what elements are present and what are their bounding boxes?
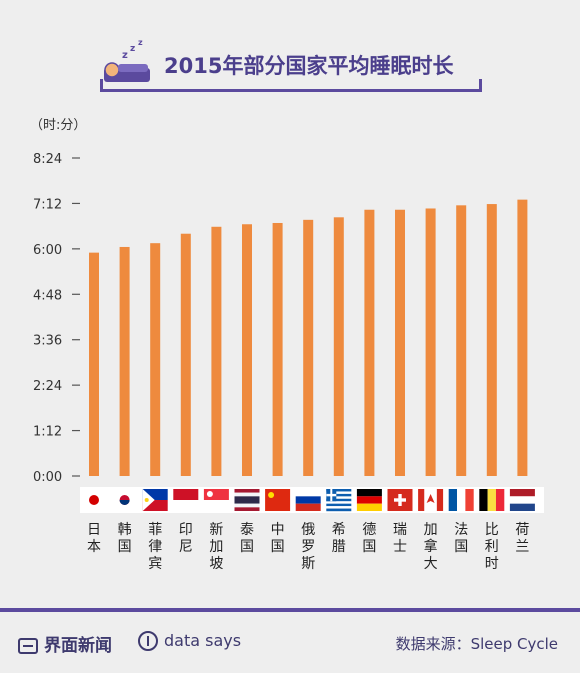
x-tick-label-char: 国	[362, 539, 376, 555]
brand: 界面新闻	[18, 631, 112, 656]
bar-瑞士	[395, 209, 405, 476]
flag-th-icon	[234, 489, 260, 511]
x-tick-label-char: 兰	[515, 539, 529, 555]
x-tick-label-char: 国	[118, 539, 132, 555]
flag-sg-icon	[203, 489, 229, 511]
bar-俄罗斯	[303, 219, 314, 477]
x-tick-label-char: 大	[424, 556, 438, 572]
x-tick-label-char: 宾	[148, 556, 162, 572]
x-tick-label-char: 国	[454, 539, 468, 555]
bar-德国	[364, 209, 375, 476]
x-tick-label-char: 中	[271, 522, 285, 538]
data-says-icon	[138, 631, 158, 651]
data-says-label: data says	[164, 631, 242, 650]
x-tick-label-char: 律	[148, 539, 162, 555]
x-tick-label-char: 新	[209, 522, 223, 538]
y-tick-label: 4:48	[33, 288, 62, 303]
y-tick-label: 0:00	[33, 470, 62, 485]
x-tick-label-char: 加	[209, 539, 223, 555]
flag-ph-icon	[142, 489, 168, 511]
flag-id-icon	[173, 489, 199, 511]
svg-text:z: z	[122, 50, 128, 61]
bar-新加坡	[211, 226, 222, 476]
x-tick-label-char: 国	[240, 539, 254, 555]
flag-jp-icon	[81, 489, 107, 511]
flag-de-icon	[356, 489, 382, 511]
title-underline	[100, 79, 482, 92]
x-tick-label-char: 法	[454, 522, 468, 538]
bar-希腊	[333, 217, 344, 477]
y-tick-label: 8:24	[33, 152, 62, 167]
x-tick-label-char: 尼	[179, 539, 193, 555]
jiemian-logo-icon	[18, 638, 38, 654]
bar-法国	[456, 205, 467, 477]
chart-title: 2015年部分国家平均睡眠时长	[164, 54, 454, 78]
y-axis-label: （时:分）	[30, 118, 87, 133]
bar-比利时	[486, 204, 497, 477]
x-tick-label-char: 腊	[332, 539, 346, 555]
x-tick-label-char: 荷	[515, 522, 529, 538]
svg-text:z: z	[130, 44, 135, 54]
bar-加拿大	[425, 208, 436, 476]
flag-gr-icon	[326, 489, 352, 512]
x-tick-label-char: 韩	[118, 522, 132, 538]
x-tick-label-char: 国	[271, 539, 285, 555]
x-tick-label-char: 斯	[301, 556, 315, 572]
y-tick-label: 1:12	[33, 425, 62, 440]
x-tick-label-char: 士	[393, 539, 407, 555]
bar-日本	[89, 252, 99, 476]
x-tick-label-char: 时	[485, 556, 499, 572]
bar-中国	[272, 222, 283, 476]
x-tick-label-char: 印	[179, 522, 193, 538]
x-tick-label-char: 利	[485, 539, 499, 555]
x-tick-label-char: 加	[424, 522, 438, 538]
flag-be-icon	[479, 489, 505, 511]
flag-kr-icon	[112, 489, 138, 511]
x-tick-label-char: 泰	[240, 522, 254, 538]
bar-荷兰	[517, 199, 528, 476]
flag-cn-icon	[265, 489, 291, 511]
y-tick-label: 7:12	[33, 197, 62, 212]
x-tick-label-char: 拿	[424, 538, 438, 555]
bar-韩国	[119, 246, 130, 476]
footer: 界面新闻 data says 数据来源：Sleep Cycle	[0, 608, 580, 673]
bar-泰国	[242, 224, 252, 476]
sleeping-person-icon: z z z	[104, 38, 150, 82]
bar-chart: 0:001:122:243:364:486:007:128:24日本韩国菲律宾印…	[33, 152, 544, 572]
x-tick-label-char: 德	[362, 522, 376, 538]
x-tick-label-char: 罗	[301, 539, 315, 555]
y-tick-label: 6:00	[33, 243, 62, 258]
data-source: 数据来源：Sleep Cycle	[395, 635, 558, 653]
y-tick-label: 3:36	[33, 334, 62, 349]
flag-ca-icon	[418, 489, 444, 511]
y-tick-label: 2:24	[33, 379, 62, 394]
x-tick-label-char: 比	[485, 522, 499, 538]
x-tick-label-char: 日	[87, 522, 101, 538]
flag-fr-icon	[448, 489, 474, 511]
x-tick-label-char: 俄	[301, 522, 315, 538]
x-tick-label-char: 希	[332, 522, 346, 538]
svg-text:z: z	[138, 38, 143, 47]
flag-ru-icon	[295, 489, 321, 511]
x-tick-label-char: 瑞	[393, 522, 407, 538]
data-says: data says	[138, 631, 241, 651]
flag-ch-icon	[387, 489, 413, 511]
bar-印尼	[180, 233, 191, 476]
x-tick-label-char: 坡	[209, 556, 223, 572]
flag-nl-icon	[509, 489, 535, 511]
brand-name: 界面新闻	[44, 636, 112, 656]
x-tick-label-char: 本	[87, 539, 101, 555]
x-tick-label-char: 菲	[148, 522, 162, 538]
bar-菲律宾	[150, 243, 161, 476]
chart-title-block: z z z 2015年部分国家平均睡眠时长	[98, 38, 482, 94]
